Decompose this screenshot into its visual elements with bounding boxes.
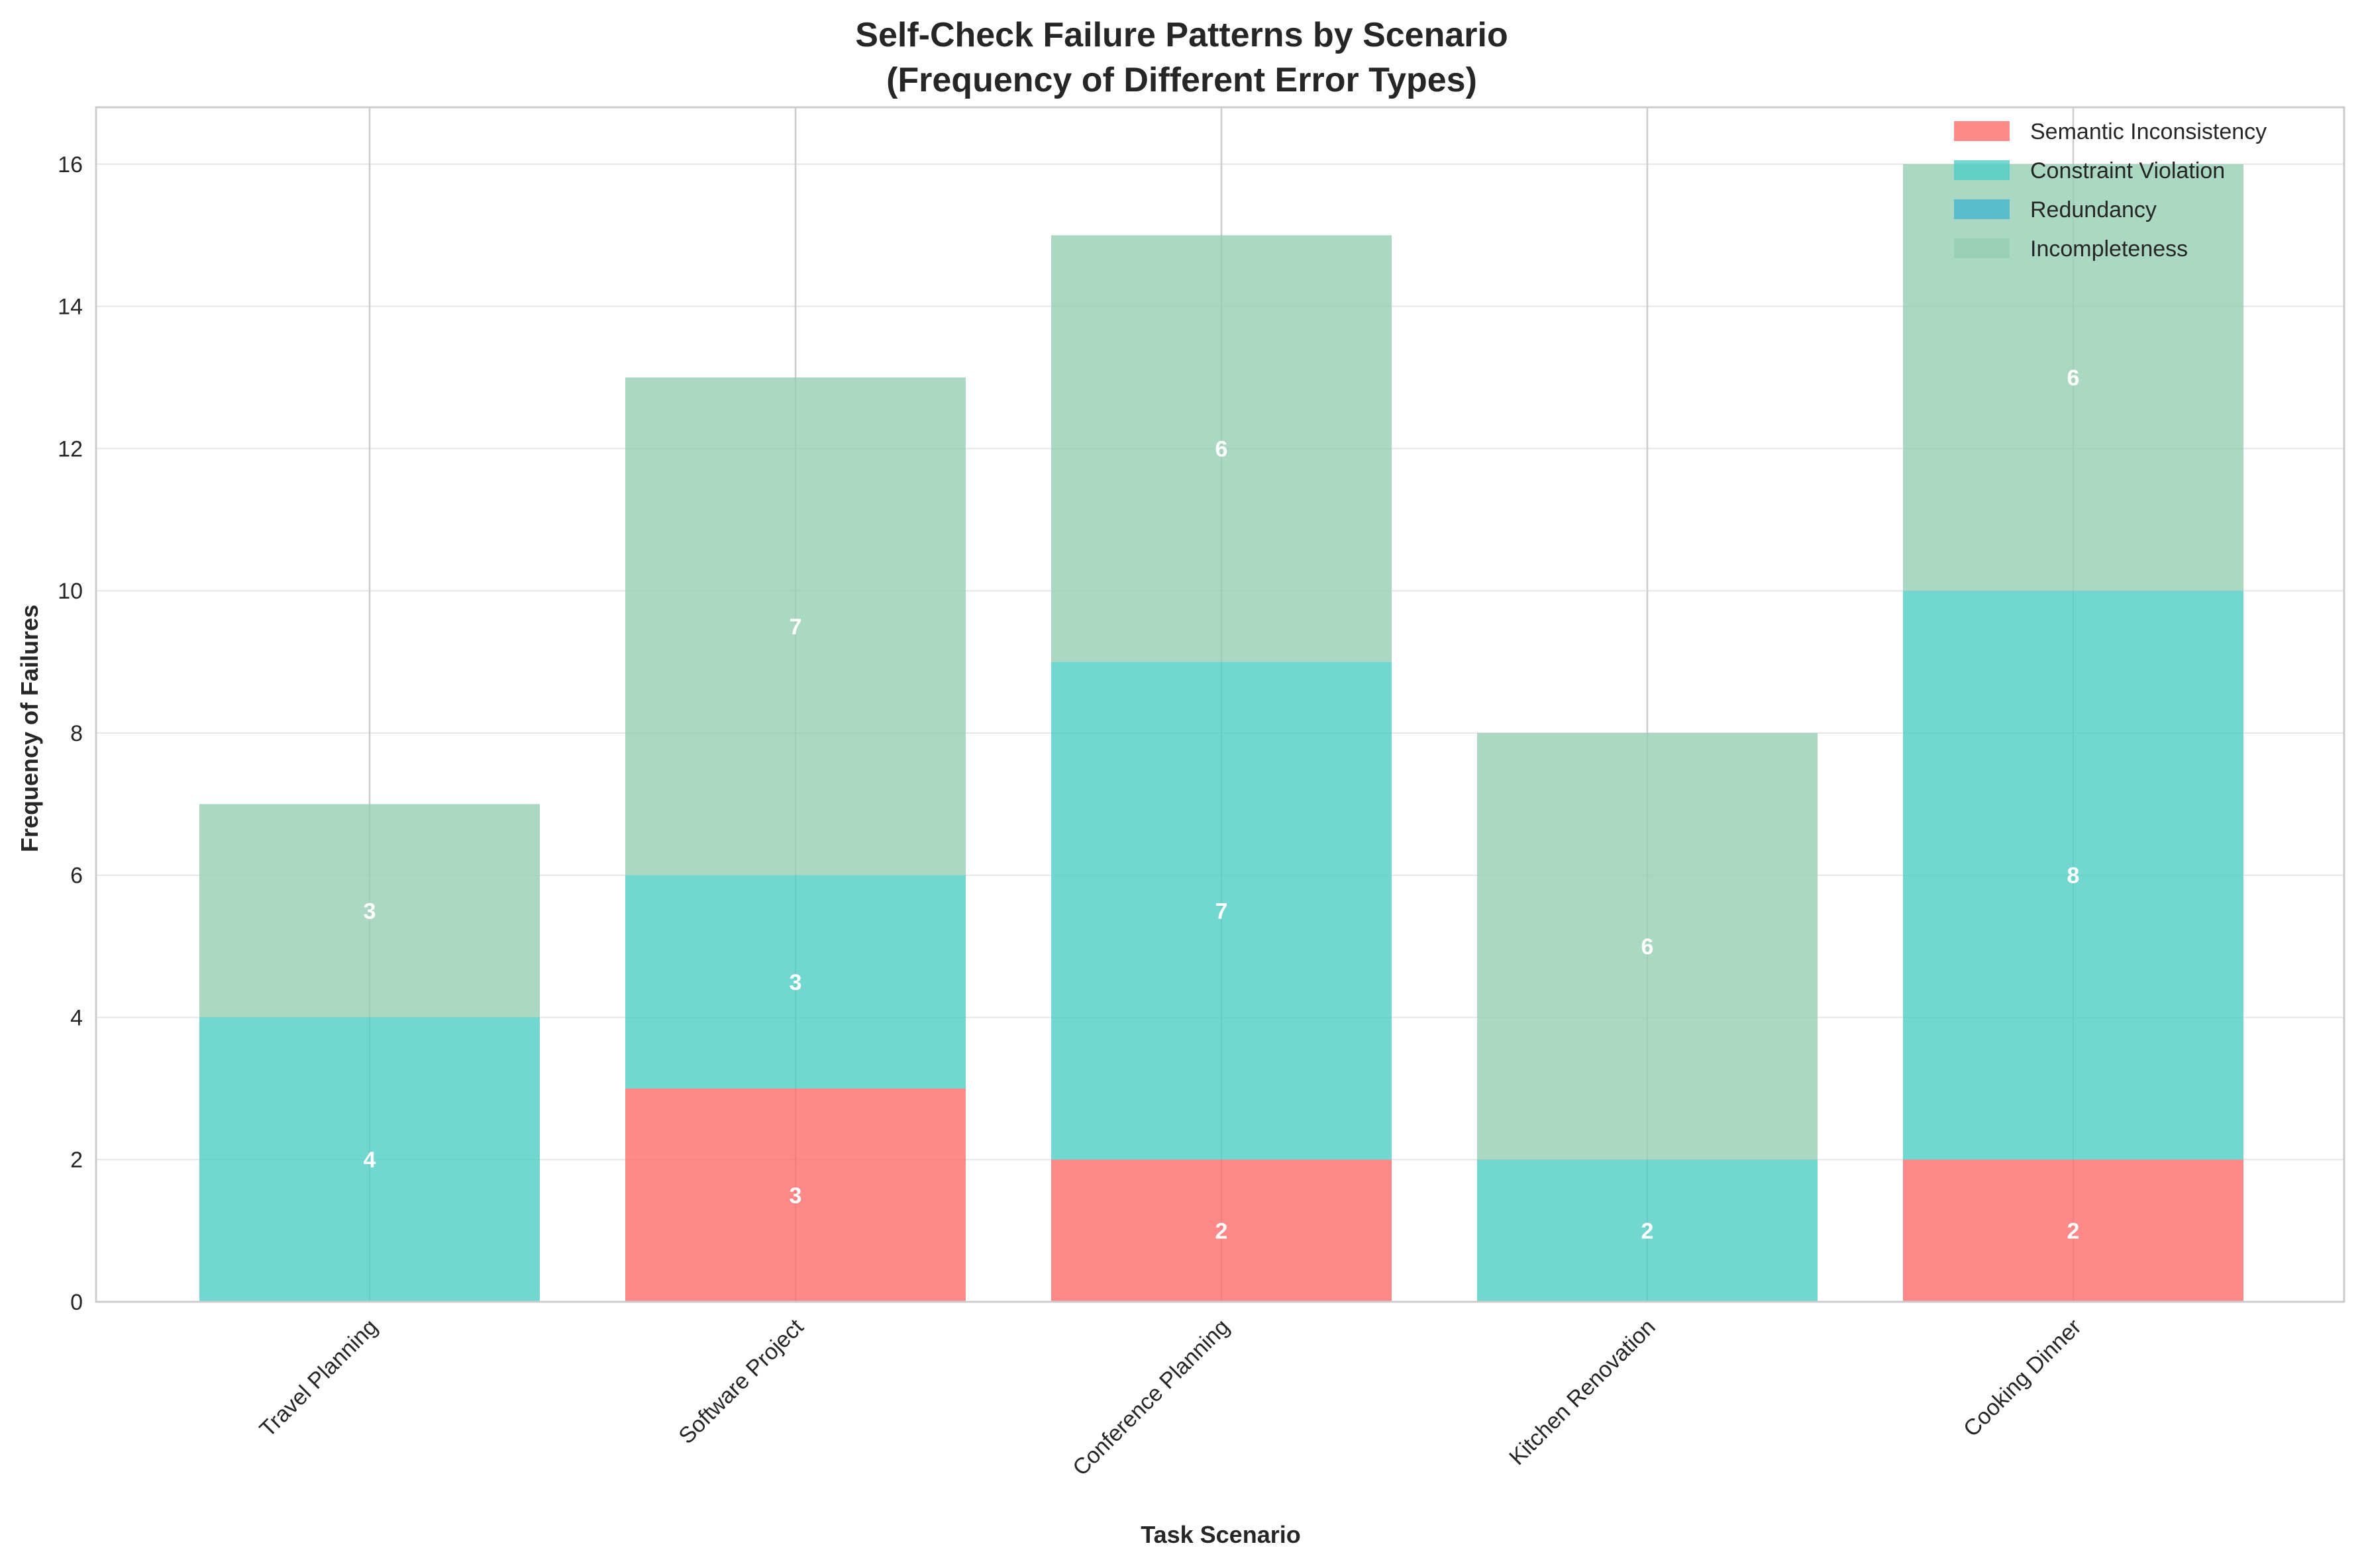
bar-segment (625, 377, 966, 875)
y-tick-label: 4 (70, 1005, 83, 1030)
bar-value-label: 2 (1215, 1219, 1228, 1244)
y-tick-label: 14 (58, 295, 83, 320)
bar-segment (1903, 591, 2243, 1160)
bar-value-label: 3 (790, 970, 802, 995)
bar-segment (1903, 164, 2243, 591)
bar-segment (625, 875, 966, 1089)
bar-segment (199, 804, 540, 1018)
plot-frame (95, 106, 2345, 1303)
bar-value-label: 2 (2067, 1219, 2080, 1244)
legend-swatch (1954, 238, 2010, 258)
y-tick-label: 8 (70, 721, 83, 746)
bar-value-label: 3 (790, 1183, 802, 1208)
x-axis-label: Task Scenario (1141, 1521, 1300, 1548)
legend-entry-label: Semantic Inconsistency (2030, 119, 2267, 144)
y-tick-label: 16 (58, 152, 83, 177)
bar-segment (1051, 1159, 1392, 1302)
legend: Semantic Inconsistency Constraint Violati… (1954, 119, 2267, 262)
y-tick-label: 2 (70, 1148, 83, 1173)
bar-value-label: 6 (1641, 934, 1654, 959)
legend-entry-label: Incompleteness (2030, 236, 2188, 262)
bar-value-label: 6 (2067, 366, 2080, 391)
legend-entry-label: Redundancy (2030, 197, 2157, 222)
legend-swatch (1954, 199, 2010, 219)
legend-swatch (1954, 160, 2010, 180)
bar-value-label: 7 (790, 614, 802, 640)
legend-entry-label: Constraint Violation (2030, 158, 2225, 183)
bar-segment (199, 1017, 540, 1302)
bar-segment (1477, 732, 1818, 1160)
bar-value-label: 2 (1641, 1219, 1654, 1244)
y-tick-label: 12 (58, 436, 83, 462)
y-axis-label: Frequency of Failures (16, 605, 43, 852)
bar-value-label: 8 (2067, 863, 2080, 889)
chart-subtitle: (Frequency of Different Error Types) (886, 61, 1477, 99)
data-labels-layer: 3 2 2 4 3 7 2 8 3 7 6 6 6 (364, 366, 2080, 1244)
bar-segment (1903, 1159, 2243, 1302)
bar-value-label: 4 (364, 1148, 376, 1173)
y-tick-label: 10 (58, 579, 83, 604)
bar-value-label: 6 (1215, 436, 1228, 462)
bar-segment (1051, 662, 1392, 1160)
legend-swatch (1954, 121, 2010, 141)
y-tick-label: 0 (70, 1290, 83, 1315)
bar-value-label: 3 (364, 899, 376, 924)
axes-layer (95, 106, 2345, 1303)
bars-layer (199, 164, 2243, 1302)
y-tick-label: 6 (70, 863, 83, 889)
bar-value-label: 7 (1215, 899, 1228, 924)
bar-segment (1051, 235, 1392, 662)
bar-segment (625, 1088, 966, 1302)
chart-title: Self-Check Failure Patterns by Scenario (855, 16, 1508, 54)
bar-segment (1477, 1159, 1818, 1302)
